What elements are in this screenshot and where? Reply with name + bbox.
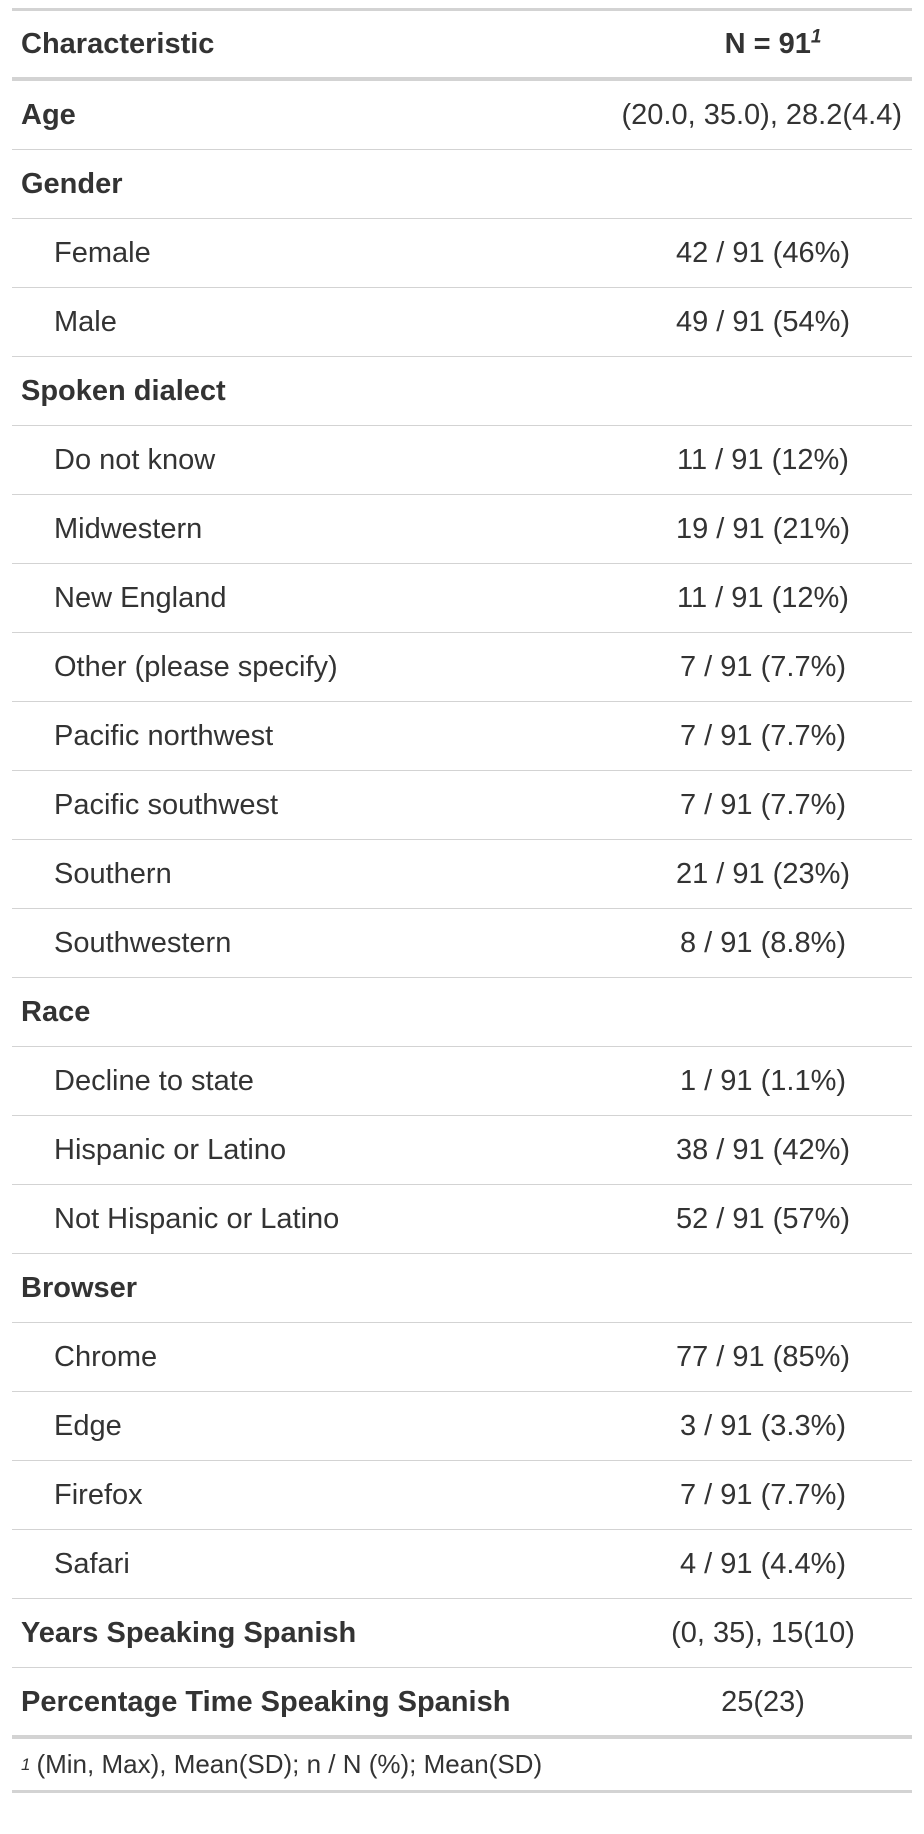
table-row: Edge 3 / 91 (3.3%) xyxy=(12,1392,912,1461)
row-label: Midwestern xyxy=(54,512,203,545)
row-value: 3 / 91 (3.3%) xyxy=(679,1409,847,1442)
row-label: Race xyxy=(21,995,91,1028)
row-value: 4 / 91 (4.4%) xyxy=(679,1547,847,1580)
row-value: (0, 35), 15(10) xyxy=(671,1616,855,1649)
table-row: Southwestern 8 / 91 (8.8%) xyxy=(12,909,912,978)
row-label: Spoken dialect xyxy=(21,374,226,407)
row-label: Decline to state xyxy=(54,1064,254,1097)
header-footnote-marker: 1 xyxy=(810,25,822,47)
row-label: Not Hispanic or Latino xyxy=(54,1202,340,1235)
row-value: 7 / 91 (7.7%) xyxy=(679,719,847,752)
row-label: Pacific southwest xyxy=(54,788,279,821)
header-characteristic: Characteristic xyxy=(21,27,215,60)
header-n: N = 911 xyxy=(614,25,912,61)
footnote-text: (Min, Max), Mean(SD); n / N (%); Mean(SD… xyxy=(36,1749,543,1779)
table-row: Firefox 7 / 91 (7.7%) xyxy=(12,1461,912,1530)
table-top-rule xyxy=(12,8,912,11)
table-row-race: Race xyxy=(12,978,912,1047)
table-bottom-rule xyxy=(12,1735,912,1739)
row-label: Other (please specify) xyxy=(54,650,338,683)
table-row-percentage-time-speaking-spanish: Percentage Time Speaking Spanish 25(23) xyxy=(12,1668,912,1737)
row-label: Firefox xyxy=(54,1478,143,1511)
table-row: Decline to state 1 / 91 (1.1%) xyxy=(12,1047,912,1116)
header-n-label: N = 91 xyxy=(724,27,811,60)
row-value: 7 / 91 (7.7%) xyxy=(679,650,847,683)
row-value: 52 / 91 (57%) xyxy=(675,1202,851,1235)
table-header-row: Characteristic N = 911 xyxy=(12,11,912,81)
table-row: Female 42 / 91 (46%) xyxy=(12,219,912,288)
row-value: 7 / 91 (7.7%) xyxy=(679,788,847,821)
table-row: Southern 21 / 91 (23%) xyxy=(12,840,912,909)
table-row: Pacific northwest 7 / 91 (7.7%) xyxy=(12,702,912,771)
row-value: 8 / 91 (8.8%) xyxy=(679,926,847,959)
table-row-years-speaking-spanish: Years Speaking Spanish (0, 35), 15(10) xyxy=(12,1599,912,1668)
row-value: 11 / 91 (12%) xyxy=(677,581,849,614)
table-row-gender: Gender xyxy=(12,150,912,219)
row-label: Safari xyxy=(54,1547,130,1580)
table-row-browser: Browser xyxy=(12,1254,912,1323)
row-label: Years Speaking Spanish xyxy=(21,1616,357,1649)
row-label: Edge xyxy=(54,1409,122,1442)
row-label: Percentage Time Speaking Spanish xyxy=(21,1685,511,1718)
row-value: 77 / 91 (85%) xyxy=(675,1340,851,1373)
table-row: Chrome 77 / 91 (85%) xyxy=(12,1323,912,1392)
row-label: Female xyxy=(54,236,151,269)
row-label: Southern xyxy=(54,857,172,890)
table-row-spoken-dialect: Spoken dialect xyxy=(12,357,912,426)
row-value: 1 / 91 (1.1%) xyxy=(679,1064,847,1097)
row-value: 19 / 91 (21%) xyxy=(675,512,851,545)
row-label: New England xyxy=(54,581,227,614)
row-label: Do not know xyxy=(54,443,216,476)
row-label: Southwestern xyxy=(54,926,232,959)
row-label: Pacific northwest xyxy=(54,719,274,752)
table-footnote: 1 (Min, Max), Mean(SD); n / N (%); Mean(… xyxy=(12,1739,912,1793)
table-row: New England 11 / 91 (12%) xyxy=(12,564,912,633)
table-row: Other (please specify) 7 / 91 (7.7%) xyxy=(12,633,912,702)
row-value: 49 / 91 (54%) xyxy=(675,305,851,338)
row-value: (20.0, 35.0), 28.2(4.4) xyxy=(621,98,903,131)
table-row: Hispanic or Latino 38 / 91 (42%) xyxy=(12,1116,912,1185)
row-value: 25(23) xyxy=(721,1685,805,1718)
row-label: Chrome xyxy=(54,1340,158,1373)
row-label: Browser xyxy=(21,1271,138,1304)
row-value: 42 / 91 (46%) xyxy=(675,236,851,269)
table-row: Do not know 11 / 91 (12%) xyxy=(12,426,912,495)
row-label: Gender xyxy=(21,167,123,200)
row-value: 11 / 91 (12%) xyxy=(677,443,849,476)
table-row: Pacific southwest 7 / 91 (7.7%) xyxy=(12,771,912,840)
row-label: Hispanic or Latino xyxy=(54,1133,287,1166)
table-row: Male 49 / 91 (54%) xyxy=(12,288,912,357)
row-value: 38 / 91 (42%) xyxy=(675,1133,851,1166)
table-row: Midwestern 19 / 91 (21%) xyxy=(12,495,912,564)
table-row: Safari 4 / 91 (4.4%) xyxy=(12,1530,912,1599)
summary-table: Characteristic N = 911 Age (20.0, 35.0),… xyxy=(12,8,912,1793)
row-label: Age xyxy=(21,98,76,131)
row-value: 7 / 91 (7.7%) xyxy=(679,1478,847,1511)
row-value: 21 / 91 (23%) xyxy=(675,857,851,890)
row-label: Male xyxy=(54,305,117,338)
table-row: Not Hispanic or Latino 52 / 91 (57%) xyxy=(12,1185,912,1254)
table-row-age: Age (20.0, 35.0), 28.2(4.4) xyxy=(12,81,912,150)
